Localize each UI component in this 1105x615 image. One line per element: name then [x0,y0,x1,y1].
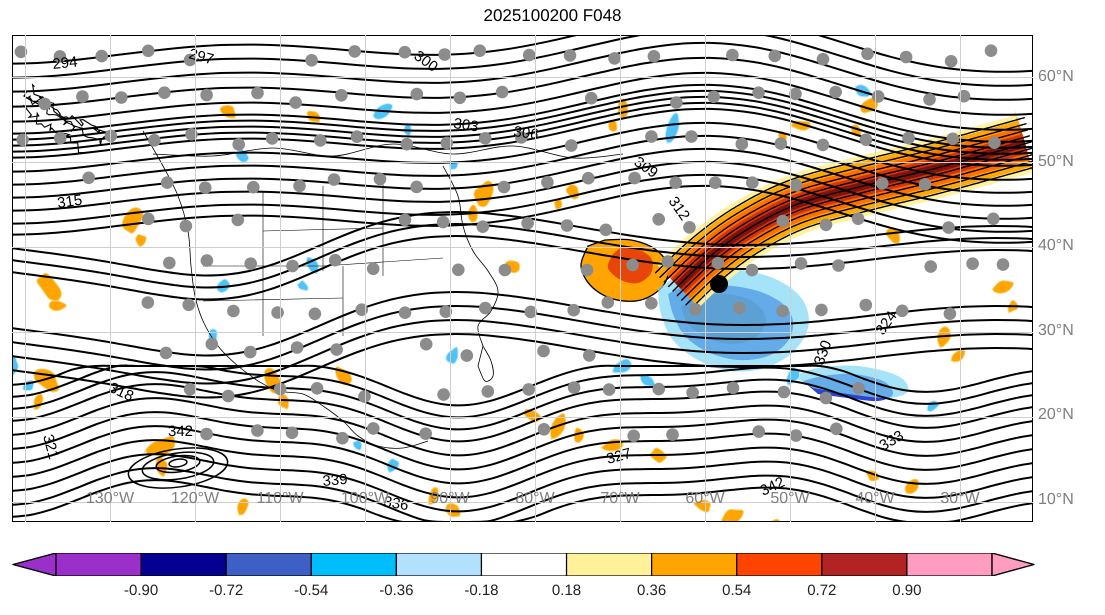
svg-text:312: 312 [665,194,693,224]
svg-text:303: 303 [452,115,479,135]
svg-text:339: 339 [322,471,348,490]
svg-text:300: 300 [411,47,441,75]
svg-text:333: 333 [877,427,907,454]
svg-text:294: 294 [52,53,79,73]
svg-text:321: 321 [39,433,62,462]
svg-text:342: 342 [168,423,193,440]
svg-text:315: 315 [56,192,83,212]
